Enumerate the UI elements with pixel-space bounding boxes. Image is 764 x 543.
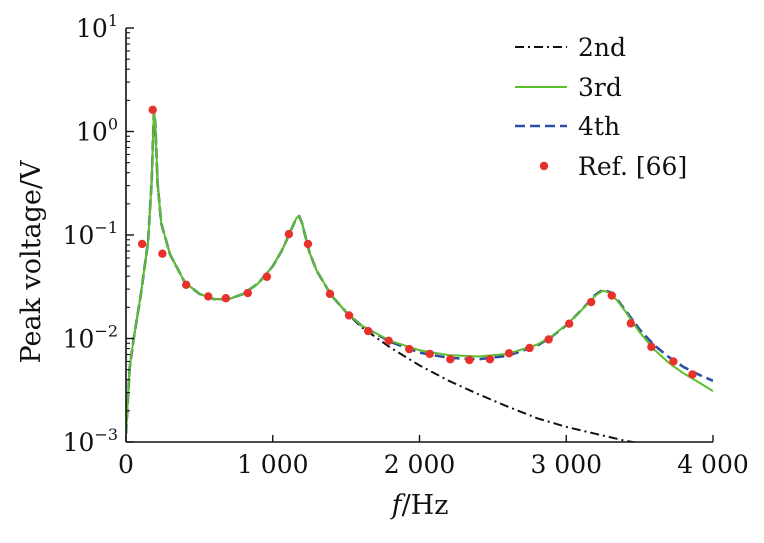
ref-data-point [446, 355, 455, 364]
ref-data-point [504, 349, 514, 358]
y-axis-label: Peak voltage/V [16, 160, 47, 363]
legend-label: 4th [578, 112, 620, 141]
ref-data-point [626, 319, 636, 328]
ref-data-point [181, 280, 191, 290]
ref-data-point [325, 289, 335, 299]
ref-data-point [137, 239, 147, 249]
ref-data-point [688, 370, 697, 379]
x-tick-label: 3 000 [530, 450, 602, 479]
legend: 2nd 3rd 4th Ref. [66] [515, 33, 687, 181]
y-tick-label: 10−2 [63, 322, 118, 354]
ref-data-point [344, 311, 354, 320]
ref-data-point [607, 291, 616, 300]
y-tick-label: 100 [76, 115, 118, 147]
x-tick-label: 2 000 [384, 450, 456, 479]
axes-layer: 0 1 000 2 000 3 000 4 000 10−3 10−2 10−1 100 101 [63, 11, 749, 479]
legend-label: 2nd [578, 33, 626, 62]
ref-data-point [158, 249, 167, 258]
ref-data-point [221, 294, 230, 303]
x-tick-label: 1 000 [237, 450, 309, 479]
ref-data-point [669, 357, 678, 366]
y-tick-label: 101 [76, 11, 118, 43]
ref-data-point [243, 288, 252, 298]
ref-data-point [363, 326, 373, 336]
ref-data-point [544, 335, 553, 344]
x-tick-label: 4 000 [677, 450, 749, 479]
y-tick-label: 10−1 [63, 218, 118, 250]
data-layer [126, 105, 713, 442]
ref-data-point [148, 105, 157, 115]
ref-data-point [425, 349, 434, 359]
ref-data-point [284, 229, 294, 239]
ref-data-point [465, 355, 474, 365]
y-tick-label: 10−3 [63, 425, 118, 457]
x-tick-label: 0 [118, 450, 134, 479]
ref-data-point [405, 344, 414, 354]
ref-data-point [485, 355, 495, 364]
ref-data-point [203, 292, 213, 301]
ref-data-point [384, 336, 393, 346]
ref-data-point [525, 343, 534, 353]
legend-label: Ref. [66] [578, 152, 687, 181]
ref-data-point [303, 239, 313, 249]
x-axis-label-unit: /Hz [402, 490, 449, 521]
legend-label: 3rd [578, 73, 622, 102]
axis-labels: f/Hz Peak voltage/V [16, 160, 448, 521]
x-axis-label: f/Hz [390, 490, 449, 521]
ref-data-point [262, 272, 272, 281]
ref-data-point [647, 342, 656, 352]
ref-data-point [587, 297, 596, 307]
ref-data-point [564, 319, 574, 328]
legend-marker-ref [539, 161, 549, 171]
